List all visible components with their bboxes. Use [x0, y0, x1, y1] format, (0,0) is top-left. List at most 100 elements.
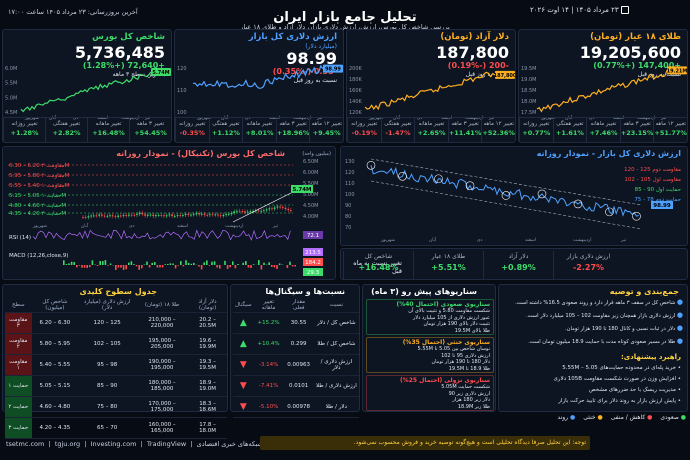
macd-bar	[203, 262, 205, 265]
macd-bar	[104, 260, 107, 265]
macd-bar	[83, 265, 86, 268]
source-link[interactable]: Investing.com	[90, 440, 137, 448]
candle-body	[157, 215, 160, 216]
pivot-marker	[632, 211, 641, 221]
source-link[interactable]: TradingView	[146, 440, 187, 448]
table-cell: 65 – 70	[78, 417, 136, 439]
pivot-marker	[366, 160, 376, 170]
level-label: مقاومت ۱ 5.40 – 5.55M	[9, 183, 70, 189]
x-tick-label: تیر	[272, 224, 279, 229]
table-cell: 19.6 – 19.9M	[188, 333, 227, 355]
legend: ● صعودی ● کاهش / منفی ● خنثی ● روند	[557, 414, 686, 421]
y-tick-label: 110	[177, 88, 187, 94]
candle-body	[290, 210, 292, 211]
source-link[interactable]: tsetmc.com	[6, 440, 45, 448]
candle-body	[238, 210, 241, 212]
macd-bar	[86, 265, 88, 269]
footer-sources: tsetmc.com | tgju.org | Investing.com | …	[6, 440, 263, 448]
pivot-marker	[537, 189, 547, 199]
table-cell: 195,000 – 205,000	[135, 333, 189, 355]
macd-bar	[107, 265, 109, 266]
macd-bar	[141, 265, 143, 269]
table-header: سیگنال	[233, 298, 254, 313]
macd-bar	[167, 264, 169, 265]
x-tick-label: اسفند	[441, 116, 452, 120]
candle-body	[200, 213, 203, 215]
macd-bar	[216, 265, 218, 268]
x-tick-label: تیر	[660, 116, 667, 120]
signal-change: -3.14%	[253, 354, 284, 376]
table-cell: 6.20 – 6.30	[31, 312, 79, 334]
kpi-panel: شاخص کل بورس 5,736,485 +72,640 (+1.28%) …	[2, 29, 172, 143]
y-tick-label: 6.00M	[303, 170, 318, 176]
signal-row: ▼ -7.41% 0.0101 ارزش دلاری / طلا	[233, 375, 359, 397]
macd-bar	[122, 265, 125, 270]
summary-title: جمع‌بندی و توصیه	[609, 287, 679, 296]
macd-bar	[198, 265, 200, 267]
table-header: ارزش دلاری (میلیارد دلار)	[78, 298, 136, 313]
macd-bar	[125, 265, 127, 270]
value-tag	[151, 67, 171, 76]
candle-body	[246, 211, 249, 213]
value-tag	[291, 185, 313, 193]
candle-body	[130, 214, 133, 216]
table-row: مقاومت ۲ 5.80 – 5.95 102 – 105 195,000 – 20…	[5, 333, 227, 355]
x-tick-label: اردیبهشت	[293, 116, 312, 120]
macd-bar	[156, 265, 159, 268]
macd-bar	[190, 263, 192, 265]
level-label: حمایت ۳ 4.20 – 4.35M	[9, 211, 66, 217]
source-link[interactable]: tgju.org	[54, 440, 81, 448]
channel-line	[370, 180, 642, 230]
levels-table-title: جدول سطوح کلیدی	[79, 287, 157, 296]
macd-bar	[99, 261, 101, 265]
y-tick-label: 120K	[349, 110, 363, 116]
candle-body	[136, 214, 138, 215]
macd-bar	[213, 261, 216, 265]
macd-bar	[286, 265, 289, 269]
y-tick-label: 18.0M	[521, 99, 536, 105]
candle-body	[241, 211, 244, 212]
x-tick-label: تیر	[316, 116, 323, 120]
signal-row: ▲ +10.4% 0.299 شاخص کل / طلا	[233, 333, 359, 355]
x-tick-label: اسفند	[97, 116, 108, 120]
compare-cell: شاخص کل +16.48%	[343, 251, 413, 279]
rsi-tag	[303, 231, 323, 239]
y-tick-label: 90	[345, 203, 351, 209]
source-link[interactable]: شبکه‌های خبری اقتصادی	[196, 440, 263, 448]
table-cell: حمایت ۲	[5, 396, 32, 418]
scenarios-panel: سناریوهای پیش رو (۳ ماه) سناریوی صعودی (…	[362, 284, 496, 412]
summary-item: ● شاخص کل در سقف ۳ ماهه قرار دارد و روند…	[515, 298, 683, 307]
macd-bar	[291, 265, 294, 267]
rec-item: • پایش ارزش بازار به روند دلار برای تایی…	[558, 398, 681, 404]
y-tick-label: 80	[345, 214, 351, 220]
candle-body	[273, 207, 276, 209]
kpi-title: دلار آزاد (تومان)	[440, 32, 509, 42]
candle-body	[287, 209, 290, 211]
compare-cell: ارزش دلاری بازار -2.27%	[553, 251, 623, 279]
macd-bar	[151, 262, 153, 265]
candle-body	[160, 215, 163, 216]
macd-bar	[154, 262, 156, 265]
macd-bar	[68, 263, 70, 265]
candle-body	[227, 214, 230, 215]
candle-body	[171, 214, 173, 217]
table-cell: 17.8 – 18.0M	[188, 417, 227, 439]
header-title: تحلیل جامع بازار ایران	[273, 10, 417, 25]
candle-body	[263, 210, 265, 212]
macd-bar	[289, 261, 291, 265]
kpi-note: بالاترین سطح ۳ ماهه	[112, 71, 165, 78]
x-tick-label: تیر	[144, 116, 151, 120]
candle-body	[233, 211, 236, 214]
macd-bar	[242, 262, 244, 265]
signal-value: 0.00978	[283, 396, 314, 418]
signal-row: ▼ -3.14% 0.00963 ارزش دلاری / دلار	[233, 354, 359, 376]
x-tick-label: شهریور	[196, 116, 211, 120]
x-tick-label: اردیبهشت	[121, 116, 140, 120]
trend-line	[232, 191, 294, 223]
compare-panel: تغییر نسبت به ماه قبل شاخص کل +16.48% طلای…	[340, 248, 688, 280]
macd-bar	[102, 261, 104, 265]
table-row: مقاومت ۳ 6.20 – 6.30 120 – 125 210,000 – 22…	[5, 312, 227, 334]
macd-label: MACD (12,26,close,9)	[9, 253, 68, 259]
candle-body	[149, 214, 152, 216]
